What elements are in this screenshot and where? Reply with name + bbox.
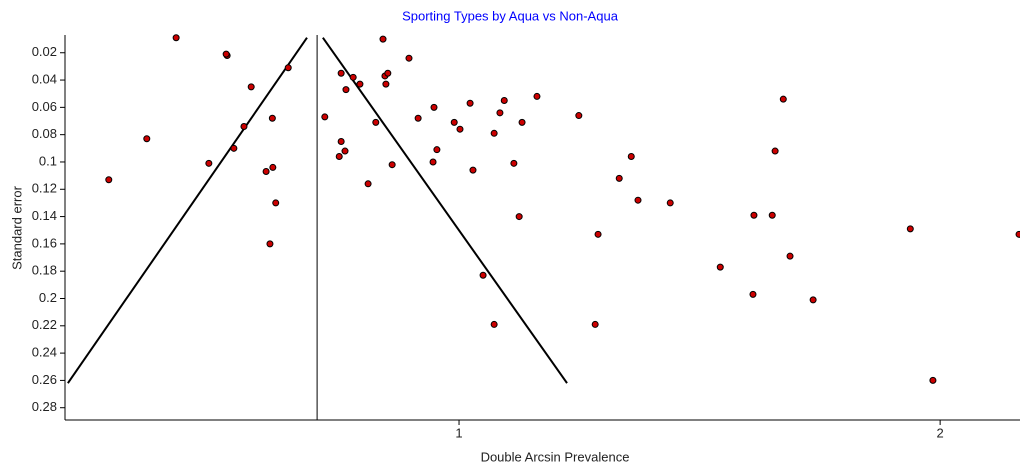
y-tick-label: 0.18 xyxy=(32,263,57,278)
data-point xyxy=(1015,230,1020,238)
data-point xyxy=(272,199,280,207)
y-tick-label: 0.24 xyxy=(32,345,57,360)
data-point xyxy=(337,69,345,77)
data-point xyxy=(349,73,357,81)
data-point xyxy=(666,199,674,207)
y-tick-label: 0.16 xyxy=(32,235,57,250)
data-point xyxy=(518,118,526,126)
y-tick-label: 0.1 xyxy=(39,153,57,168)
data-point xyxy=(337,137,345,145)
data-point xyxy=(466,99,474,107)
data-point xyxy=(356,80,364,88)
data-point xyxy=(266,240,274,248)
data-point xyxy=(515,213,523,221)
data-point xyxy=(321,113,329,121)
data-point xyxy=(809,296,817,304)
data-point xyxy=(510,159,518,167)
data-point xyxy=(335,153,343,161)
data-point xyxy=(490,320,498,328)
y-tick-label: 0.08 xyxy=(32,126,57,141)
data-point xyxy=(716,263,724,271)
data-point xyxy=(342,86,350,94)
data-point xyxy=(634,196,642,204)
data-point xyxy=(414,114,422,122)
data-point xyxy=(284,64,292,72)
y-tick-label: 0.14 xyxy=(32,208,57,223)
chart-title: Sporting Types by Aqua vs Non-Aqua xyxy=(402,8,619,23)
data-point xyxy=(105,176,113,184)
data-point xyxy=(172,34,180,42)
data-point xyxy=(240,122,248,130)
data-point xyxy=(469,166,477,174)
data-point xyxy=(372,118,380,126)
x-tick-label: 1 xyxy=(455,425,462,440)
data-point xyxy=(341,147,349,155)
data-point xyxy=(786,252,794,260)
y-tick-label: 0.28 xyxy=(32,399,57,414)
data-point xyxy=(388,161,396,169)
data-point xyxy=(615,174,623,182)
data-point xyxy=(768,211,776,219)
data-point xyxy=(364,180,372,188)
data-point xyxy=(490,129,498,137)
data-point xyxy=(222,50,230,58)
data-point xyxy=(379,35,387,43)
data-point xyxy=(479,271,487,279)
data-point xyxy=(594,230,602,238)
y-tick-label: 0.26 xyxy=(32,372,57,387)
data-point xyxy=(456,125,464,133)
data-point xyxy=(429,158,437,166)
y-axis-label: Standard error xyxy=(9,185,24,269)
data-point xyxy=(262,168,270,176)
data-point xyxy=(749,290,757,298)
data-point xyxy=(750,211,758,219)
data-point xyxy=(230,144,238,152)
y-tick-label: 0.02 xyxy=(32,44,57,59)
data-point xyxy=(268,114,276,122)
x-tick-label: 2 xyxy=(937,425,944,440)
data-point xyxy=(500,97,508,105)
data-point xyxy=(771,147,779,155)
funnel-line xyxy=(67,37,308,384)
data-point xyxy=(450,118,458,126)
data-point xyxy=(430,103,438,111)
y-tick-label: 0.22 xyxy=(32,317,57,332)
data-point xyxy=(779,95,787,103)
x-axis-label: Double Arcsin Prevalence xyxy=(481,449,630,464)
data-point xyxy=(205,159,213,167)
y-tick-label: 0.12 xyxy=(32,181,57,196)
y-tick-label: 0.06 xyxy=(32,99,57,114)
data-point xyxy=(591,320,599,328)
y-tick-label: 0.04 xyxy=(32,71,57,86)
data-point xyxy=(433,146,441,154)
funnel-line xyxy=(322,37,568,384)
data-point xyxy=(627,153,635,161)
y-tick-label: 0.2 xyxy=(39,290,57,305)
data-point xyxy=(384,69,392,77)
data-point xyxy=(575,112,583,120)
data-point xyxy=(929,376,937,384)
data-point xyxy=(247,83,255,91)
data-point xyxy=(143,135,151,143)
data-point xyxy=(496,109,504,117)
data-point xyxy=(906,225,914,233)
data-point xyxy=(382,80,390,88)
data-point xyxy=(533,92,541,100)
data-point xyxy=(405,54,413,62)
data-point xyxy=(269,163,277,171)
